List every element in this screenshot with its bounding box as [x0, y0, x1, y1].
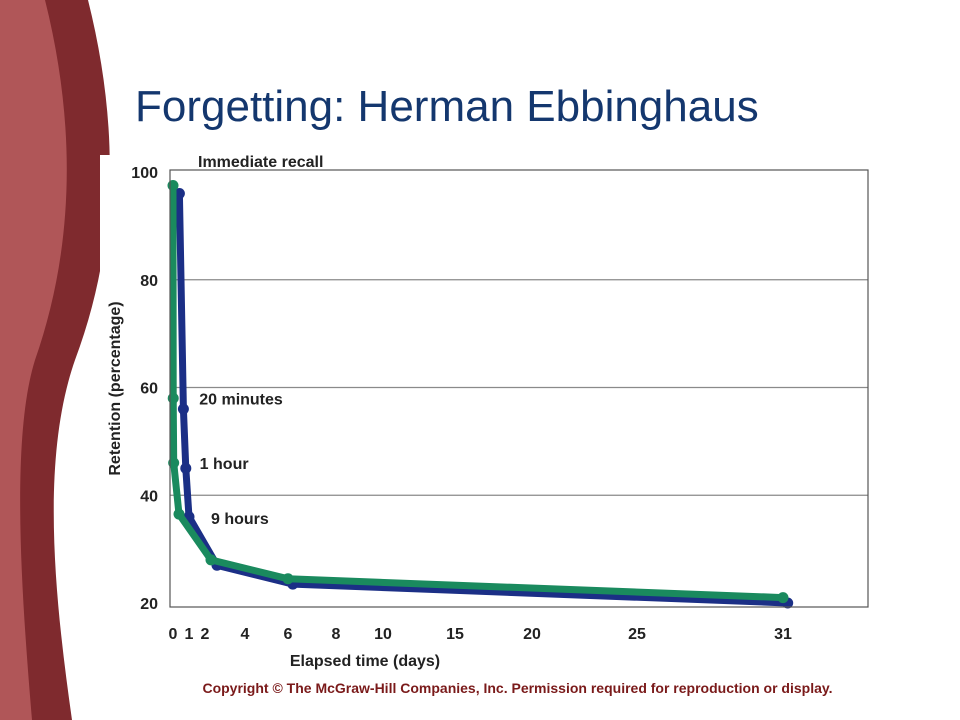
chart: 20 40 60 80 100 0 1 2 4 6 8 10 15 20 25 31 Immediate r… [100, 155, 880, 675]
y-tick-label: 80 [140, 273, 158, 290]
annotation-label: 20 minutes [199, 391, 283, 408]
slide-title: Forgetting: Herman Ebbinghaus [135, 82, 759, 131]
x-tick-label: 2 [201, 626, 210, 643]
data-point [167, 392, 179, 404]
y-tick-label: 100 [131, 165, 158, 182]
x-tick-label: 20 [523, 626, 541, 643]
y-axis-label: Retention (percentage) [107, 301, 124, 475]
x-axis-label: Elapsed time (days) [290, 653, 440, 670]
x-tick-label: 0 [169, 626, 178, 643]
data-point [177, 403, 189, 415]
chart-series [167, 179, 794, 609]
data-point [173, 188, 185, 200]
data-point [777, 592, 789, 604]
x-tick-label: 15 [446, 626, 464, 643]
chart-annotations: Immediate recall 20 minutes 1 hour 9 hours [198, 155, 323, 528]
annotation-label: 9 hours [211, 511, 269, 528]
data-point [173, 508, 185, 520]
x-tick-label: 25 [628, 626, 646, 643]
x-tick-label: 8 [332, 626, 341, 643]
x-tick-label: 1 [185, 626, 194, 643]
decorative-band-light [0, 0, 67, 720]
y-tick-labels: 20 40 60 80 100 [131, 165, 158, 613]
data-point [205, 554, 217, 566]
data-point [167, 179, 179, 191]
x-tick-label: 6 [284, 626, 293, 643]
y-tick-label: 60 [140, 381, 158, 398]
x-tick-label: 10 [374, 626, 392, 643]
y-tick-label: 20 [140, 596, 158, 613]
annotation-label: 1 hour [200, 456, 249, 473]
copyright-notice: Copyright © The McGraw-Hill Companies, I… [202, 680, 833, 696]
x-tick-label: 31 [774, 626, 792, 643]
plot-frame [169, 169, 869, 608]
chart-grid [170, 279, 868, 496]
data-point [168, 457, 180, 469]
data-point [180, 462, 192, 474]
y-tick-label: 40 [140, 488, 158, 505]
annotation-label: Immediate recall [198, 155, 323, 171]
x-tick-labels: 0 1 2 4 6 8 10 15 20 25 31 [169, 626, 792, 643]
x-tick-label: 4 [241, 626, 250, 643]
data-point [282, 573, 294, 585]
